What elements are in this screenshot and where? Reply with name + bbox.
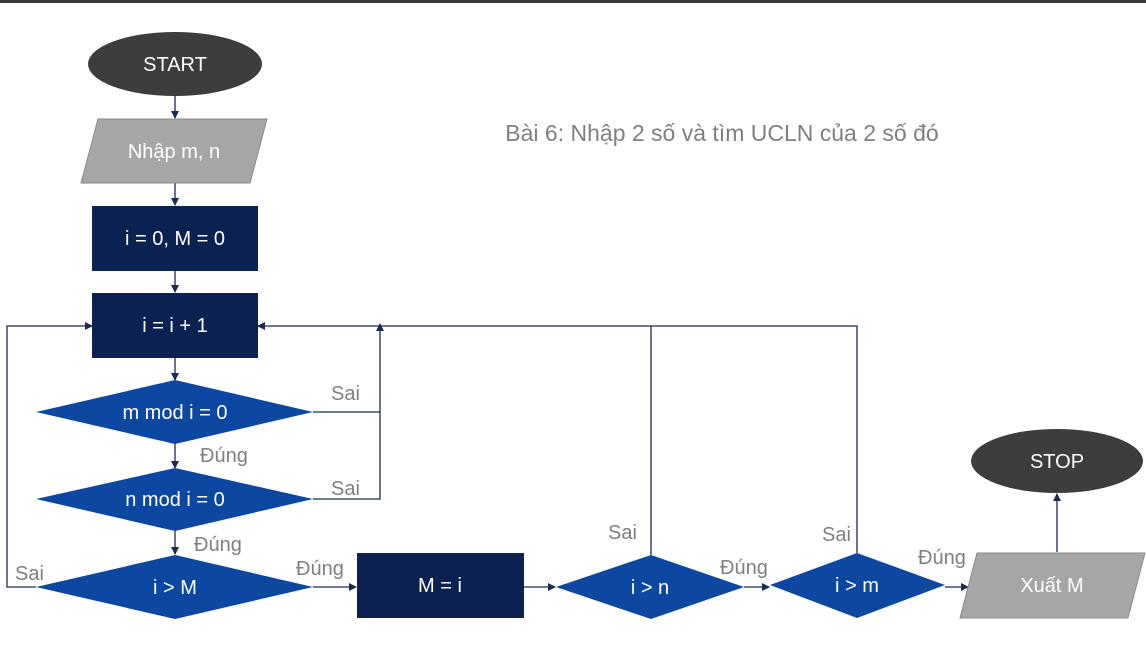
start-terminal-shape [88, 32, 262, 96]
label-check-i-n-true: Đúng [720, 557, 768, 579]
svg-text:Nhập m, n: Nhập m, n [128, 141, 220, 163]
label-check-n-false: Sai [331, 478, 360, 500]
input-parallelogram-shape [80, 118, 268, 184]
label-check-i-n-false: Sai [608, 522, 637, 544]
stop-terminal-shape [971, 429, 1143, 493]
svg-text:i = i + 1: i = i + 1 [142, 315, 208, 337]
node-check-i-m: i > m [770, 553, 945, 618]
svg-text:i = 0, M = 0: i = 0, M = 0 [125, 228, 225, 250]
node-compare-M: i > M [36, 555, 313, 619]
edge-checkn-false-loop [313, 412, 381, 500]
check-m-decision-shape [36, 380, 313, 444]
diagram-title: Bài 6: Nhập 2 số và tìm UCLN của 2 số đó [505, 120, 938, 146]
label-check-m-false: Sai [331, 383, 360, 405]
label-check-i-m-false: Sai [822, 524, 851, 546]
check-i-n-decision-shape [556, 555, 744, 619]
svg-text:n mod i = 0: n mod i = 0 [125, 489, 225, 511]
label-check-n-true: Đúng [194, 534, 242, 556]
edge-checkim-false-loop [257, 322, 858, 553]
node-input: Nhập m, n [80, 118, 268, 184]
label-check-i-m-true: Đúng [918, 547, 966, 569]
svg-text:Xuất M: Xuất M [1020, 575, 1083, 597]
edges [6, 96, 1061, 591]
svg-text:i > M: i > M [153, 577, 197, 599]
svg-text:START: START [143, 54, 207, 76]
increment-process-shape [92, 293, 258, 358]
node-check-n: n mod i = 0 [36, 468, 313, 531]
svg-text:STOP: STOP [1030, 451, 1084, 473]
label-compare-M-true: Đúng [296, 558, 344, 580]
svg-text:m mod i = 0: m mod i = 0 [122, 402, 227, 424]
node-output: Xuất M [959, 552, 1146, 619]
node-start: START [88, 32, 262, 96]
label-compare-M-false: Sai [15, 563, 44, 585]
check-i-m-decision-shape [770, 553, 945, 618]
node-increment: i = i + 1 [92, 293, 258, 358]
init-process-shape [92, 206, 258, 271]
svg-text:M = i: M = i [418, 575, 462, 597]
node-check-i-n: i > n [556, 555, 744, 619]
node-check-m: m mod i = 0 [36, 380, 313, 444]
svg-text:i > n: i > n [631, 577, 669, 599]
label-check-m-true: Đúng [200, 445, 248, 467]
edge-labels: Sai Đúng Sai Đúng Sai Đúng Sai Đúng Sai … [15, 383, 966, 585]
check-n-decision-shape [36, 468, 313, 531]
top-border [0, 0, 1146, 3]
node-init: i = 0, M = 0 [92, 206, 258, 271]
compare-M-decision-shape [36, 555, 313, 619]
output-parallelogram-shape [959, 552, 1146, 619]
node-stop: STOP [971, 429, 1143, 493]
assign-process-shape [357, 553, 524, 618]
edge-compareM-false-loop [6, 322, 93, 588]
node-assign: M = i [357, 553, 524, 618]
svg-text:i > m: i > m [835, 575, 879, 597]
